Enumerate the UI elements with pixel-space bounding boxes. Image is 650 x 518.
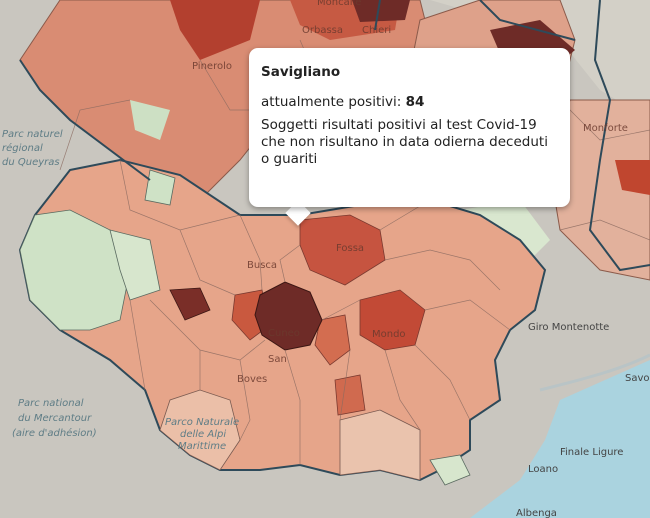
municipality-west-green[interactable]: [19, 209, 131, 331]
label-parco-alpi-1: Parco Naturale: [165, 417, 239, 428]
tooltip-metric-value: 84: [405, 94, 425, 110]
label-montenotte: Giro Montenotte: [528, 322, 609, 333]
label-parco-alpi-3: Marittime: [178, 441, 226, 452]
tooltip-metric-label: attualmente positivi:: [261, 94, 402, 110]
municipality-south-2[interactable]: [339, 409, 421, 481]
label-mondovi: Mondo: [372, 329, 406, 340]
label-parc-queyras-3: du Queyras: [2, 157, 60, 168]
label-finale: Finale Ligure: [560, 447, 623, 458]
label-orbassano: Orbassa: [302, 25, 343, 36]
label-moncalieri: Moncalie: [317, 0, 361, 8]
municipality-tooltip: Savigliano attualmente positivi: 84 Sogg…: [249, 48, 570, 207]
municipality-dark-west[interactable]: [169, 287, 211, 321]
coast-road: [539, 353, 650, 392]
label-albenga: Albenga: [516, 508, 557, 518]
municipality-mid-red-3[interactable]: [334, 374, 366, 416]
label-parc-mercantour-3: (aire d'adhésion): [12, 427, 97, 439]
label-pinerolo: Pinerolo: [192, 61, 232, 72]
label-chieri: Chieri: [362, 25, 391, 36]
municipality-south-1[interactable]: [159, 389, 241, 471]
municipality-cluster-nw[interactable]: [170, 0, 260, 60]
label-savona: Savo: [625, 373, 650, 384]
label-parc-queyras-2: régional: [2, 142, 43, 154]
region-borders: [19, 0, 650, 272]
municipality-west-green-2[interactable]: [109, 229, 161, 301]
municipality-green-1[interactable]: [130, 100, 170, 140]
municipality-dark-north[interactable]: [352, 0, 410, 22]
municipality-south-green[interactable]: [429, 454, 471, 486]
label-cuneo: Cuneo: [268, 328, 300, 339]
municipality-west-green-3[interactable]: [144, 169, 176, 206]
terrain-ne: [430, 0, 650, 120]
tooltip-metric: attualmente positivi: 84: [261, 94, 556, 111]
label-parco-alpi-2: delle Alpi: [180, 429, 226, 440]
label-monforte: Monforte: [583, 123, 628, 134]
label-san: San: [268, 354, 287, 365]
label-busca: Busca: [247, 260, 277, 271]
label-boves: Boves: [237, 374, 267, 385]
tooltip-title: Savigliano: [261, 64, 341, 80]
sea-area: [470, 360, 650, 518]
municipality-cuneo[interactable]: [254, 281, 323, 351]
label-parc-mercantour-2: du Mercantour: [18, 413, 92, 424]
label-parc-mercantour-1: Parc national: [18, 398, 84, 409]
municipality-mid-red-2[interactable]: [314, 314, 351, 366]
label-parc-queyras-1: Parc naturel: [2, 129, 63, 140]
municipality-east-red[interactable]: [615, 160, 650, 195]
label-fossano: Fossa: [336, 243, 364, 254]
municipality-fossano[interactable]: [299, 214, 386, 286]
tooltip-description: Soggetti risultati positivi al test Covi…: [261, 117, 548, 167]
label-loano: Loano: [528, 464, 558, 475]
